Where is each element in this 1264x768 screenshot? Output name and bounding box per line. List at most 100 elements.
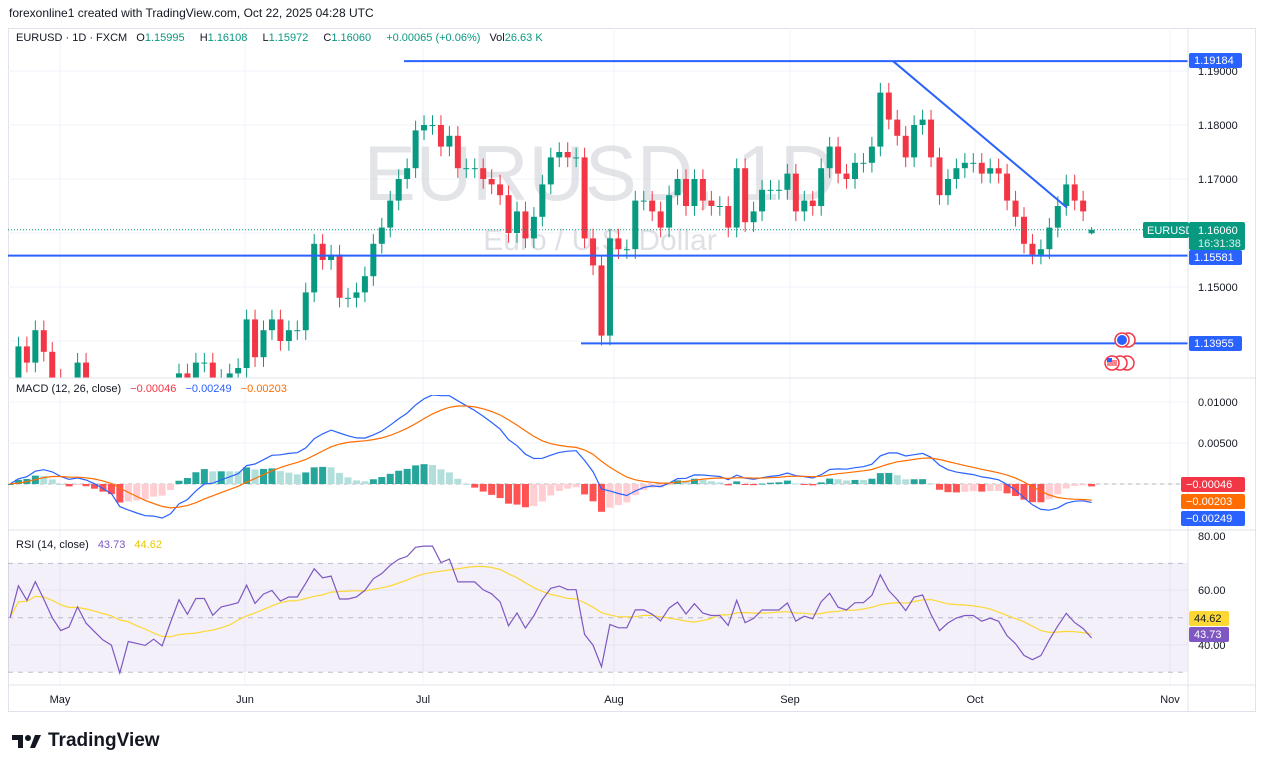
low-label: L: [262, 32, 269, 44]
rsi-tick: 80.00: [1198, 531, 1226, 543]
macd-histogram-bar: [319, 466, 327, 484]
candle-body: [530, 216, 537, 239]
macd-histogram-bar: [716, 482, 724, 484]
macd-histogram-bar: [750, 484, 758, 486]
macd-histogram-bar: [48, 479, 56, 484]
level-tag: [1189, 250, 1242, 265]
macd-histogram-bar: [386, 473, 394, 484]
macd-histogram-bar: [505, 484, 513, 504]
candle-body: [970, 162, 977, 164]
macd-histogram-bar: [876, 473, 884, 484]
candle-body: [1029, 243, 1036, 255]
candle-body: [134, 454, 140, 459]
time-tick: Jun: [236, 694, 254, 706]
candle-body: [539, 184, 546, 217]
candle-body: [40, 330, 47, 352]
macd-histogram-bar: [243, 467, 251, 484]
symbol-info[interactable]: EURUSD · 1D · FXCM: [16, 32, 128, 44]
symbol-tag-text: EURUSD: [1147, 225, 1194, 237]
macd-histogram-bar: [1071, 484, 1079, 487]
candle-body: [987, 168, 994, 174]
candle-body: [556, 152, 563, 158]
candle-body: [691, 179, 698, 206]
tradingview-logo[interactable]: TradingView: [12, 730, 160, 752]
macd-histogram-bar: [479, 484, 487, 492]
symbol-legend[interactable]: EURUSD · 1D · FXCM O1.15995 H1.16108 L1.…: [16, 32, 555, 44]
watermark-symbol: EURUSD, 1D: [364, 129, 836, 217]
macd-title: MACD (12, 26, close): [16, 383, 122, 395]
macd-histogram-bar: [868, 478, 876, 484]
macd-histogram-bar: [1088, 484, 1096, 487]
rsi-ma-tag: [1189, 611, 1229, 626]
macd-histogram-bar: [826, 478, 834, 484]
macd-histogram-bar: [521, 484, 529, 508]
macd-histogram-bar: [226, 471, 234, 484]
candle-body: [759, 189, 766, 212]
macd-histogram-bar: [598, 484, 605, 512]
candle-body: [74, 362, 81, 378]
level-tag: [1189, 336, 1242, 351]
candle-body: [640, 200, 647, 202]
candle-body: [742, 168, 749, 223]
candle-body: [818, 168, 825, 206]
candle-body: [151, 454, 157, 465]
candle-body: [336, 254, 343, 298]
macd-histogram-bar: [1054, 484, 1062, 495]
candle-body: [395, 179, 402, 201]
macd-histogram-bar: [792, 483, 800, 485]
time-tick: Oct: [966, 694, 983, 706]
macd-pane: [8, 395, 1188, 519]
symbol-tag: [1143, 222, 1189, 238]
macd-histogram-bar: [606, 484, 614, 508]
macd-histogram-bar: [167, 484, 175, 491]
macd-legend[interactable]: MACD (12, 26, close) −0.00046 −0.00249 −…: [16, 383, 293, 395]
candle-body: [666, 195, 673, 228]
low-value: 1.15972: [268, 32, 309, 44]
macd-histogram-bar: [14, 479, 22, 484]
us-event-icon[interactable]: [1104, 355, 1135, 371]
macd-histogram-bar: [336, 472, 344, 484]
macd-histogram-bar: [133, 484, 141, 501]
candle-body: [49, 351, 56, 378]
macd-histogram-bar: [851, 479, 859, 484]
macd-histogram-bar: [978, 484, 986, 492]
candle-body: [944, 179, 951, 196]
macd-histogram-bar: [462, 483, 470, 485]
macd-histogram-bar: [276, 471, 284, 484]
macd-histogram-bar: [327, 467, 335, 484]
candle-body: [176, 373, 182, 378]
macd-histogram-bar: [817, 482, 825, 484]
candle-body: [1088, 229, 1095, 234]
volume-value: 26.63 K: [504, 32, 543, 44]
macd-histogram-bar: [690, 478, 698, 484]
rsi-tick: 60.00: [1198, 585, 1226, 597]
macd-histogram-bar: [902, 479, 910, 484]
candle-body: [919, 119, 926, 125]
macd-histogram-bar: [952, 484, 960, 493]
time-tick: Sep: [780, 694, 800, 706]
open-value: 1.15995: [144, 32, 185, 44]
macd-histogram-bar: [775, 482, 783, 484]
macd-histogram-bar: [268, 468, 276, 484]
macd-histogram-bar: [99, 484, 107, 492]
macd-histogram-bar: [555, 484, 563, 491]
price-tick: 1.18000: [1198, 120, 1238, 132]
candle-body: [606, 238, 613, 336]
macd-histogram-bar: [733, 481, 741, 484]
eu-event-icon[interactable]: [1114, 332, 1136, 348]
candle-body: [345, 297, 351, 299]
candle-body: [514, 211, 520, 233]
rsi-legend[interactable]: RSI (14, close) 43.73 44.62: [16, 539, 168, 551]
candle-body: [100, 406, 106, 422]
candle-body: [505, 195, 512, 233]
rsi-tag: [1189, 627, 1229, 642]
candle-body: [750, 211, 757, 223]
candle-body: [573, 157, 580, 159]
candle-body: [801, 200, 808, 212]
candle-body: [1021, 216, 1027, 244]
candle-body: [378, 227, 385, 244]
macd-histogram-bar: [1062, 484, 1070, 489]
tradingview-brand: TradingView: [48, 730, 160, 751]
macd-signal-value: −0.00203: [240, 383, 287, 395]
